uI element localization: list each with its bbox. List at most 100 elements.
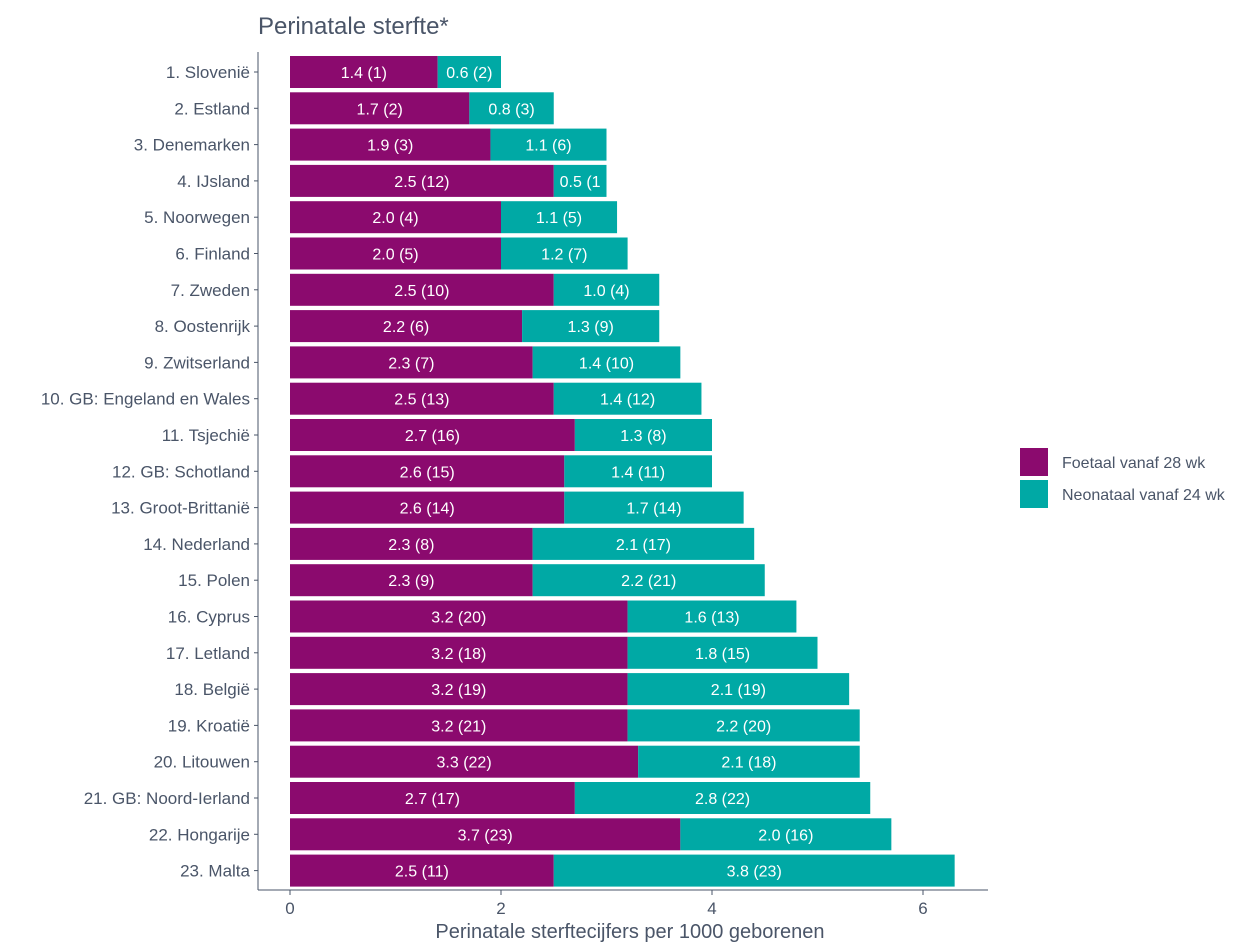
category-label: 1. Slovenië <box>166 63 250 82</box>
plot-area: 1. Slovenië 1.4 (1) 0.6 (2) 2. Estland 1.7 (… <box>41 52 988 918</box>
bar-neonataal <box>532 564 765 597</box>
category-label: 14. Nederland <box>143 535 250 554</box>
category-label: 20. Litouwen <box>154 753 250 772</box>
data-label-foetaal: 2.2 (6) <box>383 319 429 336</box>
bar-neonataal <box>627 709 860 742</box>
bar-foetaal <box>290 382 554 415</box>
bar-neonataal <box>553 854 955 887</box>
data-label-neonataal: 1.4 (12) <box>600 392 655 409</box>
data-label-foetaal: 3.3 (22) <box>437 755 492 772</box>
data-label-neonataal: 1.2 (7) <box>541 247 587 264</box>
bar-foetaal <box>290 346 533 379</box>
data-label-neonataal: 2.0 (16) <box>758 827 813 844</box>
category-label: 9. Zwitserland <box>144 353 250 372</box>
bar-foetaal <box>290 128 491 161</box>
bar-foetaal <box>290 745 639 778</box>
data-label-neonataal: 1.3 (9) <box>568 319 614 336</box>
data-label-foetaal: 2.6 (15) <box>400 464 455 481</box>
bar-foetaal <box>290 455 565 488</box>
bar-foetaal <box>290 600 628 633</box>
bar-foetaal <box>290 709 628 742</box>
data-label-foetaal: 3.2 (19) <box>431 682 486 699</box>
data-label-foetaal: 3.2 (20) <box>431 610 486 627</box>
data-label-foetaal: 2.7 (17) <box>405 791 460 808</box>
bar-foetaal <box>290 56 438 88</box>
bar-neonataal <box>627 600 797 633</box>
data-label-foetaal: 2.3 (9) <box>388 573 434 590</box>
bar-neonataal <box>437 56 501 88</box>
category-label: 7. Zweden <box>171 281 250 300</box>
data-label-foetaal: 2.5 (10) <box>394 283 449 300</box>
data-label-neonataal: 3.8 (23) <box>727 864 782 881</box>
data-label-foetaal: 2.5 (13) <box>394 392 449 409</box>
data-label-foetaal: 2.5 (12) <box>394 174 449 191</box>
x-tick-label: 6 <box>918 899 927 918</box>
chart-title: Perinatale sterfte* <box>258 13 449 40</box>
bar-foetaal <box>290 201 501 234</box>
legend-swatch <box>1020 480 1048 508</box>
data-label-neonataal: 0.6 (2) <box>446 65 492 82</box>
bar-foetaal <box>290 310 523 343</box>
bar-neonataal <box>638 745 860 778</box>
x-axis-label: Perinatale sterftecijfers per 1000 gebor… <box>435 921 824 943</box>
data-label-neonataal: 0.8 (3) <box>488 101 534 118</box>
bar-neonataal <box>553 164 607 197</box>
data-label-foetaal: 2.7 (16) <box>405 428 460 445</box>
data-label-foetaal: 2.5 (11) <box>395 864 449 881</box>
bar-foetaal <box>290 636 628 669</box>
bar-neonataal <box>627 673 850 706</box>
data-label-foetaal: 2.3 (8) <box>388 537 434 554</box>
bar-neonataal <box>553 273 660 306</box>
category-label: 10. GB: Engeland en Wales <box>41 390 250 409</box>
bar-foetaal <box>290 491 565 524</box>
legend-label: Foetaal vanaf 28 wk <box>1062 455 1206 472</box>
bar-neonataal <box>490 128 607 161</box>
data-label-foetaal: 3.2 (18) <box>431 646 486 663</box>
category-label: 18. België <box>174 680 250 699</box>
category-label: 6. Finland <box>175 245 250 264</box>
bar-foetaal <box>290 164 554 197</box>
category-label: 16. Cyprus <box>168 608 250 627</box>
data-label-foetaal: 2.0 (5) <box>372 247 418 264</box>
category-label: 15. Polen <box>178 571 250 590</box>
data-label-foetaal: 1.4 (1) <box>341 65 387 82</box>
bar-neonataal <box>553 382 702 415</box>
data-label-neonataal: 2.1 (18) <box>721 755 776 772</box>
x-tick-label: 0 <box>285 899 294 918</box>
data-label-neonataal: 2.1 (17) <box>616 537 671 554</box>
data-label-neonataal: 2.8 (22) <box>695 791 750 808</box>
category-label: 21. GB: Noord-Ierland <box>84 789 250 808</box>
x-tick-label: 4 <box>707 899 716 918</box>
bar-foetaal <box>290 854 554 887</box>
data-label-neonataal: 1.1 (5) <box>536 210 582 227</box>
bar-foetaal <box>290 673 628 706</box>
category-label: 23. Malta <box>180 862 250 881</box>
category-label: 5. Noorwegen <box>144 208 250 227</box>
bar-neonataal <box>627 636 818 669</box>
data-label-neonataal: 1.4 (11) <box>611 464 665 481</box>
bar-foetaal <box>290 273 554 306</box>
data-label-foetaal: 1.7 (2) <box>357 101 403 118</box>
bar-foetaal <box>290 818 681 851</box>
bar-neonataal <box>574 419 712 451</box>
category-label: 22. Hongarije <box>149 825 250 844</box>
data-label-neonataal: 1.4 (10) <box>579 355 634 372</box>
bar-foetaal <box>290 527 533 560</box>
category-label: 12. GB: Schotland <box>112 462 250 481</box>
data-label-foetaal: 3.7 (23) <box>458 827 513 844</box>
data-label-neonataal: 2.2 (21) <box>621 573 676 590</box>
bar-neonataal <box>574 782 871 814</box>
data-label-neonataal: 2.1 (19) <box>711 682 766 699</box>
bar-neonataal <box>680 818 892 851</box>
data-label-neonataal: 1.6 (13) <box>684 610 739 627</box>
data-label-neonataal: 1.1 (6) <box>525 138 571 155</box>
legend-label: Neonataal vanaf 24 wk <box>1062 487 1226 504</box>
bar-foetaal <box>290 419 575 451</box>
category-label: 3. Denemarken <box>134 136 250 155</box>
category-label: 4. IJsland <box>177 172 250 191</box>
data-label-foetaal: 2.6 (14) <box>400 501 455 518</box>
data-label-neonataal: 1.7 (14) <box>626 501 681 518</box>
category-label: 19. Kroatië <box>168 716 250 735</box>
data-label-neonataal: 0.5 (1 <box>560 174 601 191</box>
